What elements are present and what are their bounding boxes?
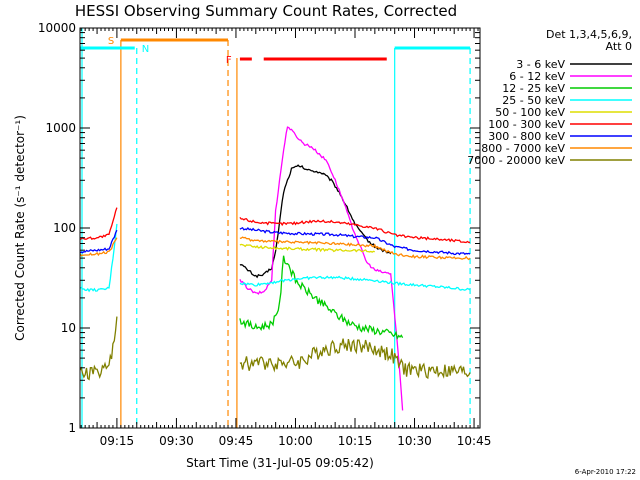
y-tick-label: 1000 xyxy=(45,121,76,135)
series-line-9-part-2 xyxy=(239,338,471,380)
x-tick-label: 10:00 xyxy=(278,434,313,448)
timestamp: 6-Apr-2010 17:22 xyxy=(575,468,636,476)
series-line-5-part-1 xyxy=(239,243,375,253)
legend-title-line-2: Att 0 xyxy=(606,40,632,53)
legend-entry-label: 100 - 300 keV xyxy=(488,118,565,131)
series-line-3-part-1 xyxy=(239,255,404,341)
legend-entry-label: 50 - 100 keV xyxy=(495,106,565,119)
series-line-1-part-1 xyxy=(239,164,392,279)
flag-label-s: S xyxy=(108,36,114,47)
series-line-8-part-2 xyxy=(239,236,471,261)
legend-entry-label: 3 - 6 keV xyxy=(516,58,565,71)
legend-entry-label: 6 - 12 keV xyxy=(509,70,565,83)
x-tick-label: 10:45 xyxy=(457,434,492,448)
x-tick-label: 09:15 xyxy=(100,434,135,448)
legend-entry-label: 25 - 50 keV xyxy=(502,94,565,107)
x-tick-label: 09:45 xyxy=(219,434,254,448)
series-line-8-part-1 xyxy=(79,237,118,257)
flag-label-n: N xyxy=(142,44,149,55)
legend-title-line-1: Det 1,3,4,5,6,9, xyxy=(546,28,632,41)
series-line-4-part-1 xyxy=(79,223,118,293)
x-tick-label: 09:30 xyxy=(159,434,194,448)
plot-overlay: S N F xyxy=(80,28,471,428)
chart-title: HESSI Observing Summary Count Rates, Cor… xyxy=(75,2,457,20)
legend-entry-label: 7000 - 20000 keV xyxy=(467,154,565,167)
x-tick-label: 10:30 xyxy=(397,434,432,448)
y-tick-label: 1 xyxy=(68,421,76,435)
y-tick-label: 100 xyxy=(53,221,76,235)
y-tick-label: 10000 xyxy=(38,21,76,35)
legend-entry-label: 800 - 7000 keV xyxy=(481,142,565,155)
legend-entry-label: 12 - 25 keV xyxy=(502,82,565,95)
x-axis-label: Start Time (31-Jul-05 09:05:42) xyxy=(186,456,374,470)
x-tick-label: 10:15 xyxy=(338,434,373,448)
series-line-4-part-2 xyxy=(239,275,471,291)
series-line-9-part-1 xyxy=(79,316,118,381)
series-line-2-part-1 xyxy=(239,126,404,411)
series-line-7-part-2 xyxy=(239,226,471,256)
series-layer xyxy=(79,126,471,411)
flag-label-f: F xyxy=(226,55,232,66)
series-line-7-part-1 xyxy=(79,229,118,254)
y-axis-label: Corrected Count Rate (s⁻¹ detector⁻¹) xyxy=(13,115,27,341)
series-line-6-part-1 xyxy=(79,207,118,241)
axes: 1 10 100 1000 10000 09:15 09:30 09:45 10:00 10:15… xyxy=(38,21,492,448)
legend-entry-label: 300 - 800 keV xyxy=(488,130,565,143)
series-line-6-part-2 xyxy=(239,216,471,244)
y-tick-label: 10 xyxy=(61,321,76,335)
